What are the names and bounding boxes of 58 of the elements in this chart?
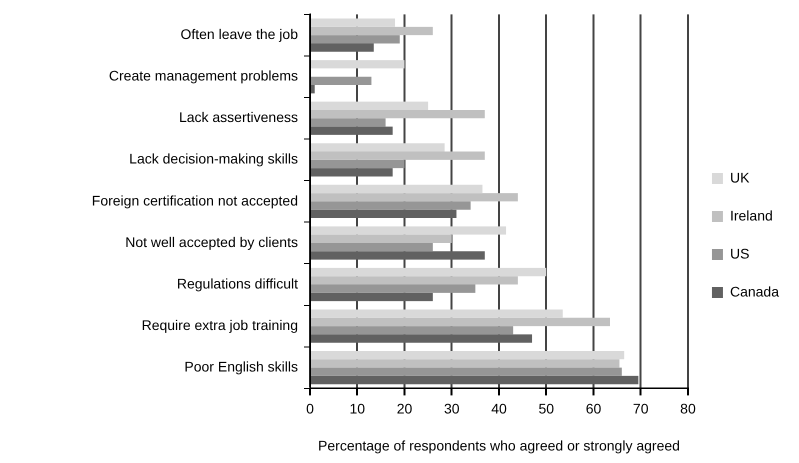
bar bbox=[311, 376, 638, 384]
bar bbox=[311, 126, 393, 135]
bar bbox=[311, 110, 485, 118]
x-tick-label: 10 bbox=[349, 400, 366, 417]
bar bbox=[311, 18, 396, 27]
y-tick-label: Foreign certification not accepted bbox=[92, 192, 298, 208]
x-tick-label: 50 bbox=[538, 400, 554, 417]
y-tick-label: Poor English skills bbox=[184, 358, 298, 374]
bar bbox=[311, 268, 546, 276]
bar bbox=[311, 201, 471, 210]
legend-label: Ireland bbox=[730, 207, 773, 224]
bar bbox=[311, 184, 482, 194]
bar bbox=[311, 309, 563, 318]
y-tick-label: Often leave the job bbox=[180, 26, 298, 42]
legend-label: US bbox=[730, 245, 750, 262]
bar bbox=[311, 168, 393, 176]
y-tick-label: Not well accepted by clients bbox=[125, 234, 298, 250]
bar bbox=[311, 35, 400, 44]
bar bbox=[311, 368, 622, 376]
bar bbox=[311, 143, 445, 152]
bar bbox=[311, 359, 620, 368]
x-tick-label: 60 bbox=[586, 400, 602, 417]
x-tick-label: 20 bbox=[396, 400, 412, 417]
bar bbox=[311, 226, 506, 235]
legend-label: Canada bbox=[730, 283, 780, 300]
bar bbox=[311, 351, 624, 360]
bar bbox=[311, 26, 433, 36]
x-axis-title: Percentage of respondents who agreed or strongly agreed bbox=[318, 437, 680, 454]
bar bbox=[311, 210, 456, 218]
bar bbox=[311, 160, 404, 168]
bar bbox=[311, 251, 485, 260]
bar bbox=[311, 292, 433, 302]
bar bbox=[311, 334, 532, 343]
bar bbox=[311, 193, 518, 202]
y-tick-label: Require extra job training bbox=[142, 316, 298, 333]
x-tick-label: 30 bbox=[444, 400, 460, 417]
bar bbox=[311, 234, 452, 243]
bar bbox=[311, 76, 372, 86]
bar bbox=[311, 118, 386, 127]
y-tick-label: Regulations difficult bbox=[176, 275, 298, 292]
y-tick-label: Lack assertiveness bbox=[178, 109, 298, 126]
y-tick-label: Create management problems bbox=[108, 68, 298, 84]
bar bbox=[311, 60, 404, 68]
bar bbox=[311, 318, 610, 326]
x-tick-label: 0 bbox=[306, 400, 314, 417]
x-tick-label: 70 bbox=[632, 400, 649, 417]
legend-label: UK bbox=[730, 169, 750, 186]
bar bbox=[311, 326, 514, 334]
bar bbox=[311, 102, 428, 110]
bar bbox=[311, 85, 315, 94]
y-tick-label: Lack decision-making skills bbox=[129, 150, 298, 167]
bar bbox=[311, 242, 433, 252]
bar bbox=[311, 43, 374, 52]
bar bbox=[311, 284, 476, 293]
x-tick-label: 80 bbox=[680, 400, 696, 417]
bar bbox=[311, 276, 518, 285]
bar bbox=[311, 152, 485, 160]
x-tick-label: 40 bbox=[491, 400, 507, 417]
